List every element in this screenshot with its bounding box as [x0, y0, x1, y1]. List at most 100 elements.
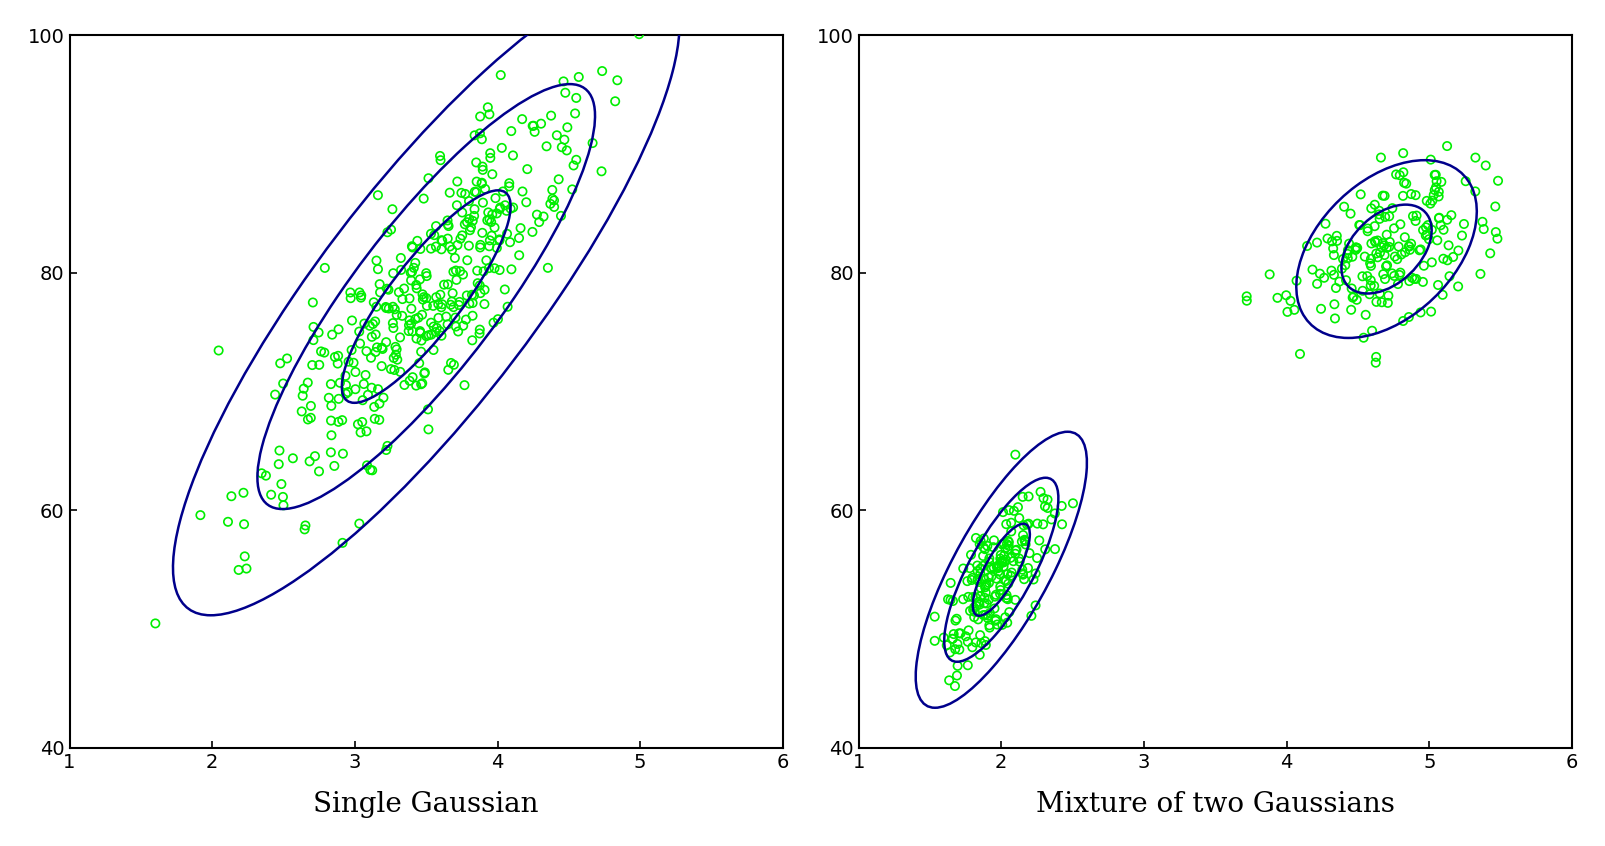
Point	[412, 329, 438, 343]
Point	[360, 317, 385, 331]
Point	[456, 212, 481, 226]
Point	[1438, 208, 1464, 222]
Point	[408, 377, 433, 391]
Point	[429, 234, 454, 248]
Point	[364, 382, 390, 396]
Point	[961, 610, 987, 624]
Point	[454, 254, 480, 267]
Point	[1387, 266, 1412, 279]
Point	[589, 164, 615, 178]
Point	[351, 377, 377, 391]
Point	[408, 324, 433, 338]
Point	[385, 285, 411, 299]
Point	[509, 113, 534, 126]
Point	[1412, 221, 1438, 234]
Point	[1006, 552, 1032, 565]
Point	[262, 387, 287, 401]
Point	[984, 562, 1010, 575]
Point	[1332, 258, 1358, 272]
Point	[358, 351, 384, 365]
Point	[372, 301, 398, 315]
Point	[1233, 294, 1258, 307]
Point	[1010, 519, 1035, 532]
Point	[514, 162, 539, 176]
Point	[1428, 288, 1454, 301]
Point	[401, 261, 427, 275]
Point	[461, 209, 486, 222]
Point	[1400, 209, 1425, 222]
Point	[992, 552, 1018, 566]
Point	[1398, 187, 1424, 201]
Point	[961, 591, 987, 604]
Point	[1002, 593, 1027, 607]
Point	[1366, 207, 1392, 221]
Point	[551, 74, 576, 88]
Point	[295, 413, 321, 426]
Point	[1005, 500, 1030, 514]
Point	[403, 256, 429, 270]
Point	[992, 541, 1018, 555]
Point	[425, 297, 451, 310]
Point	[443, 320, 469, 333]
Point	[937, 576, 963, 590]
Point	[372, 300, 398, 314]
Point	[311, 346, 337, 360]
Point	[364, 262, 390, 276]
Point	[1375, 240, 1401, 254]
Point	[422, 325, 448, 338]
Point	[364, 341, 390, 354]
Point	[989, 554, 1014, 568]
Point	[1363, 350, 1388, 364]
Point	[470, 196, 496, 210]
Point	[1340, 289, 1366, 303]
Point	[398, 317, 424, 331]
Point	[559, 183, 584, 196]
Point	[1308, 302, 1334, 316]
Point	[981, 541, 1006, 554]
Point	[464, 185, 490, 199]
Point	[348, 426, 374, 439]
Point	[939, 594, 965, 607]
Point	[1306, 266, 1332, 280]
Point	[299, 399, 324, 413]
Point	[215, 515, 241, 529]
Point	[1034, 501, 1059, 514]
Point	[398, 239, 424, 253]
Point	[958, 574, 984, 587]
Point	[1006, 511, 1032, 525]
Point	[1388, 248, 1414, 261]
Point	[388, 263, 414, 277]
Point	[1390, 166, 1416, 179]
Point	[475, 101, 501, 114]
Point	[1419, 223, 1444, 237]
Point	[483, 241, 509, 255]
Point	[968, 562, 993, 575]
Point	[384, 343, 409, 356]
Point	[1481, 225, 1507, 239]
Point	[957, 562, 982, 575]
Point	[947, 627, 973, 640]
Point	[1393, 177, 1419, 190]
Point	[1329, 252, 1355, 266]
Point	[1347, 188, 1372, 201]
Point	[467, 278, 493, 292]
Point	[1396, 240, 1422, 254]
Point	[1027, 485, 1053, 498]
Point	[403, 332, 429, 345]
Point	[610, 3, 636, 17]
Point	[421, 320, 446, 333]
Point	[421, 299, 446, 313]
Point	[976, 621, 1002, 634]
Point	[498, 262, 523, 276]
Point	[491, 283, 517, 296]
Point	[993, 518, 1019, 531]
Point	[464, 175, 490, 189]
Point	[921, 610, 947, 624]
Point	[347, 517, 372, 530]
Point	[380, 316, 406, 330]
Point	[363, 254, 388, 267]
Point	[1024, 552, 1050, 565]
Point	[291, 382, 316, 395]
Point	[380, 351, 406, 365]
Point	[406, 272, 432, 286]
